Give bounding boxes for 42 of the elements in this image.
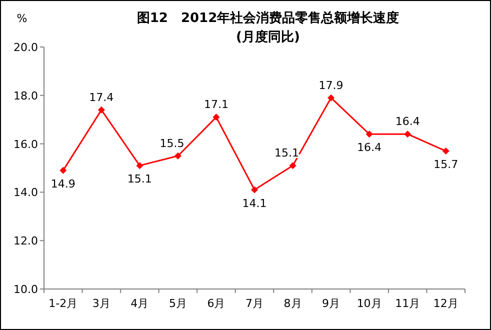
data-label: 17.4 [89,90,114,104]
y-axis-title: % [16,12,28,25]
data-label: 16.4 [357,141,382,154]
data-label: 17.9 [318,78,344,92]
point [289,162,296,170]
x-tick-label: 6月 [207,297,226,310]
x-tick-label: 8月 [284,297,302,310]
data-label: 17.1 [204,98,228,112]
data-label: 15.1 [127,172,152,186]
chart-subtitle: (月度同比) [236,29,300,45]
data-label: 16.4 [395,115,420,128]
point [136,162,144,170]
data-label: 15.1 [274,146,300,160]
data-label: 14.9 [50,177,76,190]
y-tick-label: 12.0 [14,234,38,248]
x-tick-label: 4月 [130,297,149,310]
point [404,130,412,138]
x-tick-label: 7月 [246,297,264,310]
point [442,148,450,155]
point [98,106,105,114]
y-tick-label: 16.0 [14,138,38,151]
point [366,130,373,138]
data-label: 15.7 [434,158,458,172]
chart-title: 图12 2012年社会消费品零售总额增长速度 [136,10,400,26]
x-tick-label: 12月 [433,297,458,310]
point [60,166,67,174]
x-tick-label: 10月 [356,297,382,310]
x-tick-label: 9月 [322,297,340,310]
x-tick-label: 5月 [168,297,187,310]
y-tick-label: 10.0 [14,283,38,296]
data-label: 14.1 [242,196,267,210]
x-tick-label: 11月 [395,297,420,310]
y-tick-label: 20.0 [14,41,38,54]
y-tick-label: 18.0 [14,89,38,102]
point [328,94,335,102]
x-tick-label: 3月 [92,297,110,310]
y-tick-label: 14.0 [14,186,38,200]
point [212,114,220,121]
x-tick-label: 1-2月 [48,297,78,310]
data-label: 15.5 [160,136,184,150]
point [174,152,182,160]
point [251,186,258,194]
